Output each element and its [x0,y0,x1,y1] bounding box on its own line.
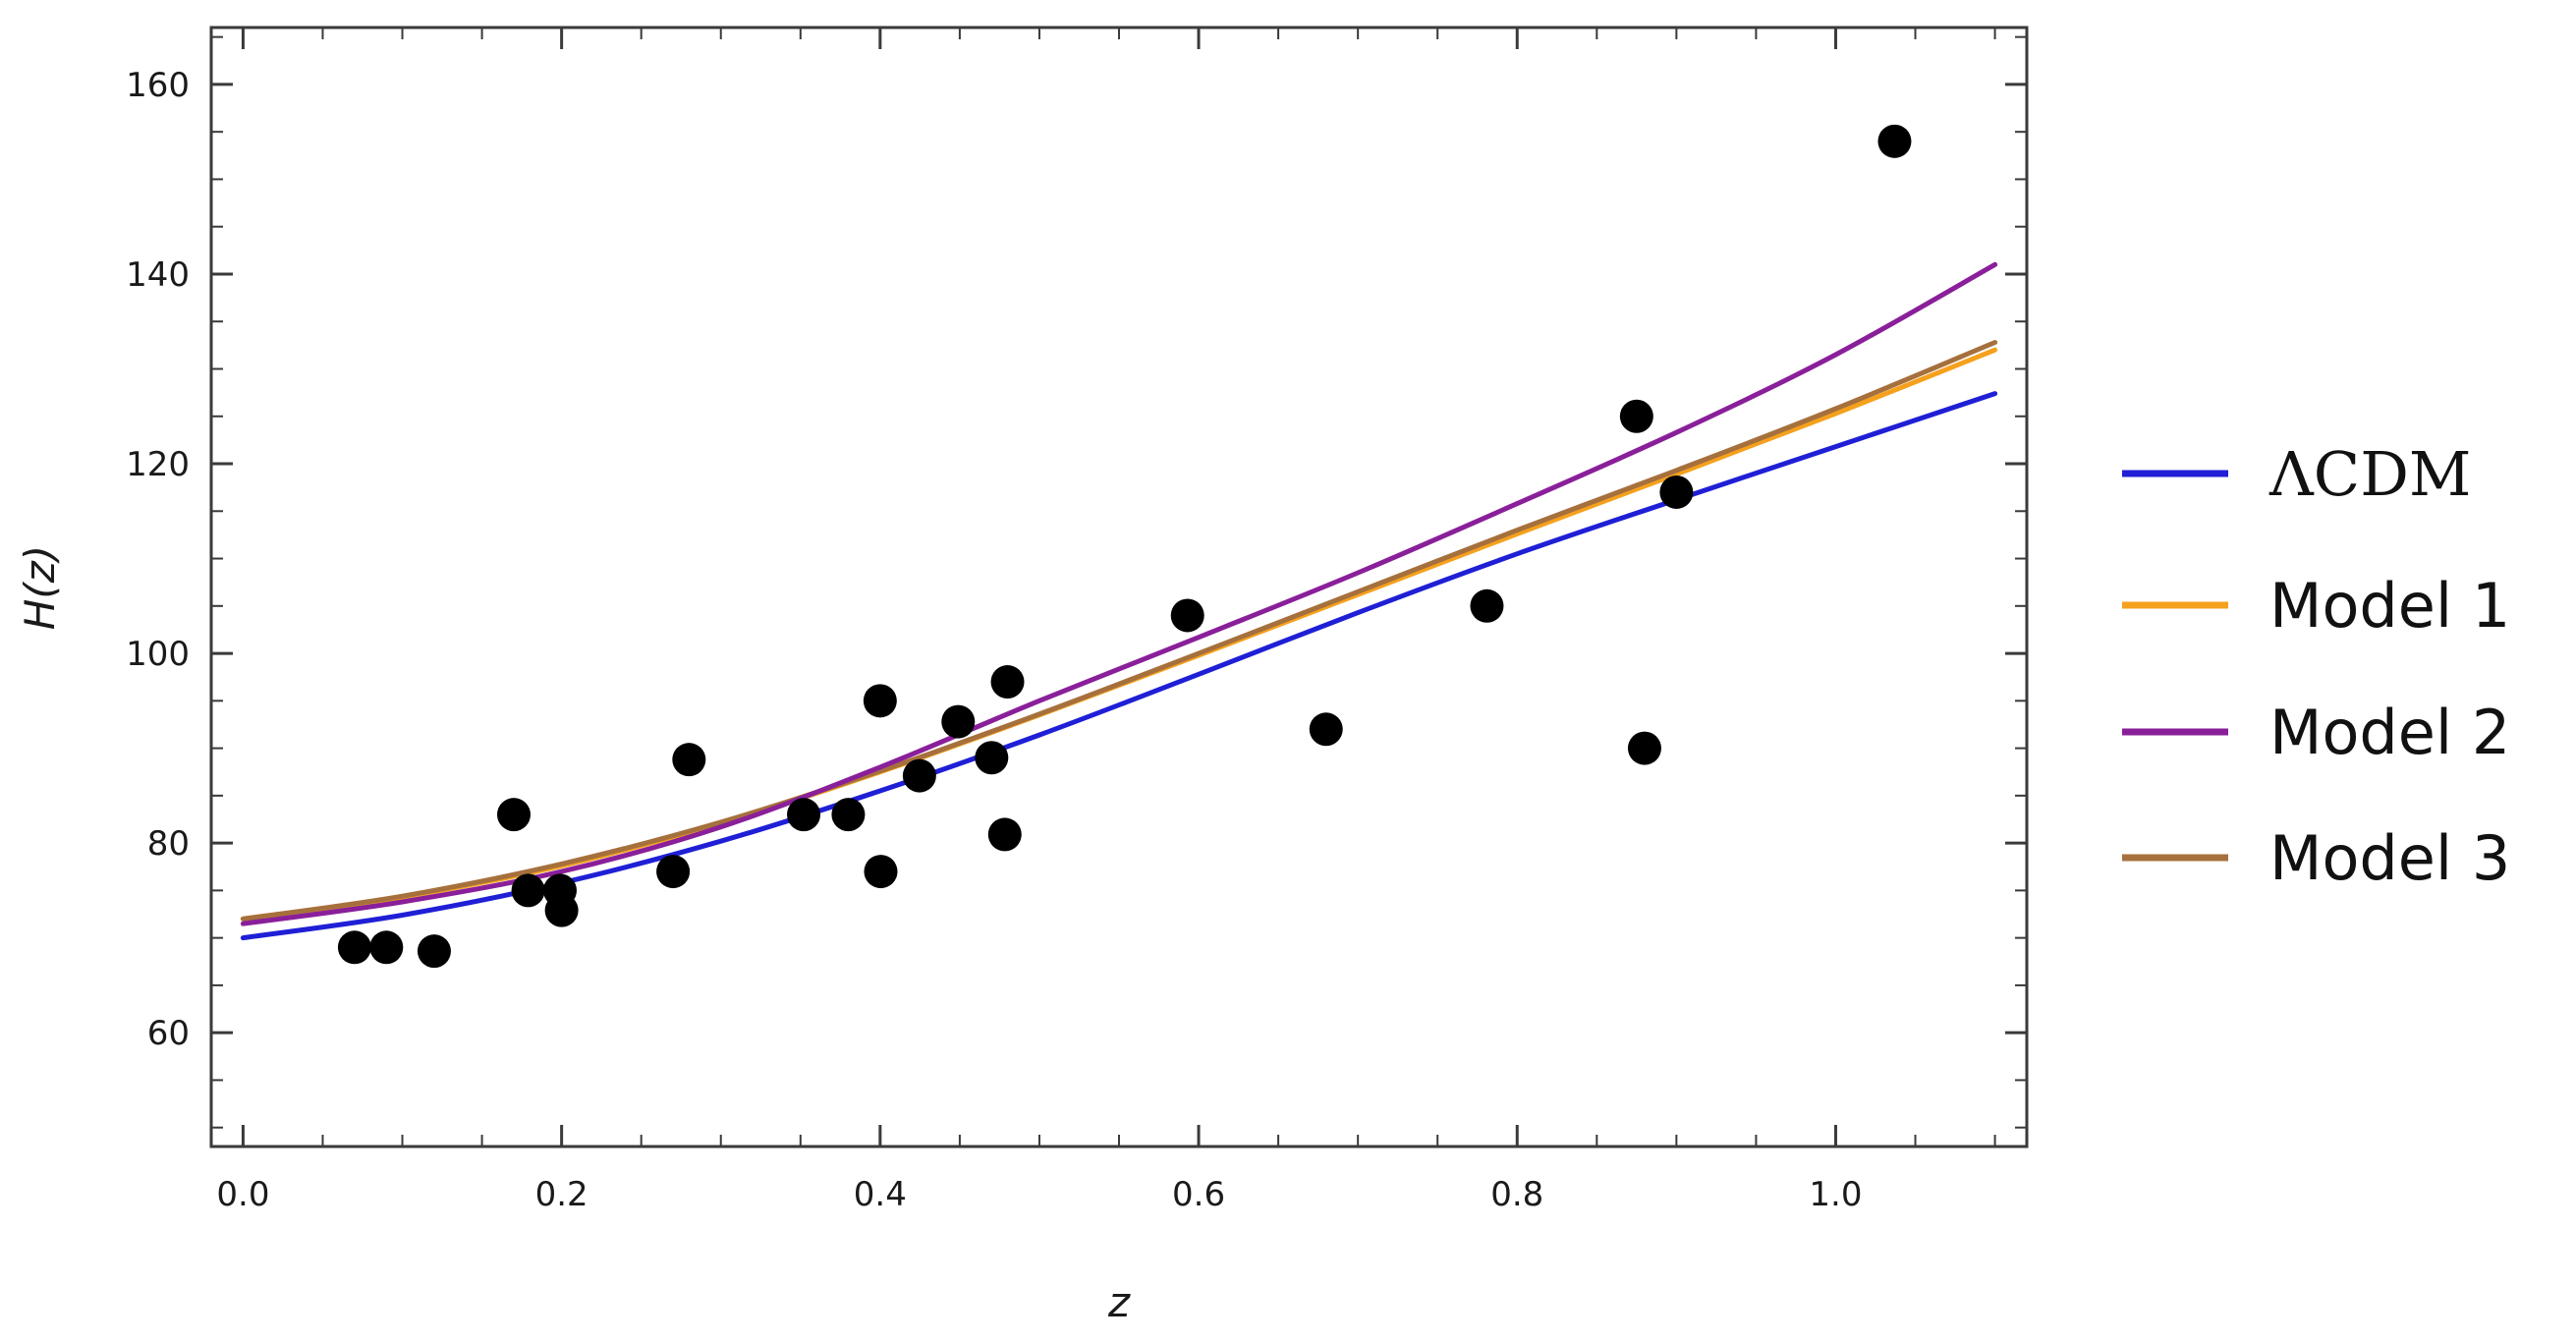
data-point [417,934,451,969]
curve-cdm [240,391,1998,941]
x-tick-label: 1.0 [1809,1175,1862,1214]
y-axis-title: H(z) [16,545,64,630]
data-point [511,873,545,908]
axis-ticks [211,28,2027,1147]
data-point [863,684,897,718]
x-tick-label: 0.6 [1172,1175,1225,1214]
model-curves [240,261,1998,941]
y-tick-label: 100 [126,635,190,674]
data-point [672,743,706,777]
x-tick-label: 0.4 [854,1175,907,1214]
curve-model-2 [240,261,1998,926]
y-tick-label: 160 [126,66,190,105]
data-point [1470,588,1504,623]
y-tick-label: 60 [147,1014,190,1053]
data-point [941,704,976,739]
data-point [902,758,936,793]
data-point [1877,124,1912,158]
data-point [1659,475,1694,509]
data-point [1170,598,1204,633]
x-axis-title: z [1107,1278,1131,1326]
legend-label: Model 1 [2269,570,2510,642]
data-point [544,893,579,927]
data-point [787,798,821,832]
y-tick-label: 80 [147,824,190,864]
data-point [1627,731,1661,765]
data-point [987,817,1022,852]
data-point [1619,399,1653,433]
data-point [656,855,691,889]
data-point [497,798,531,832]
legend-label: Model 3 [2269,822,2510,894]
data-point [831,798,866,832]
observational-data-points [337,124,1912,969]
legend-label: Model 2 [2269,697,2510,768]
legend-label: ΛCDM [2268,438,2471,510]
curve-model-3 [240,340,1998,922]
data-point [975,741,1009,775]
plot-frame [209,26,2029,1148]
x-tick-label: 0.0 [216,1175,269,1214]
data-point [369,930,404,965]
data-point [337,930,371,965]
y-tick-label: 140 [126,255,190,295]
y-tick-label: 120 [126,445,190,484]
curve-model-1 [240,347,1998,922]
x-tick-label: 0.8 [1490,1175,1543,1214]
legend: ΛCDM Model 1 Model 2 Model 3 [2122,438,2510,894]
x-tick-label: 0.2 [535,1175,588,1214]
data-point [864,855,898,889]
data-point [990,665,1025,699]
data-point [1309,712,1343,747]
tick-labels: 0.0 0.2 0.4 0.6 0.8 1.0 60 80 100 120 140 160 [126,66,1862,1214]
